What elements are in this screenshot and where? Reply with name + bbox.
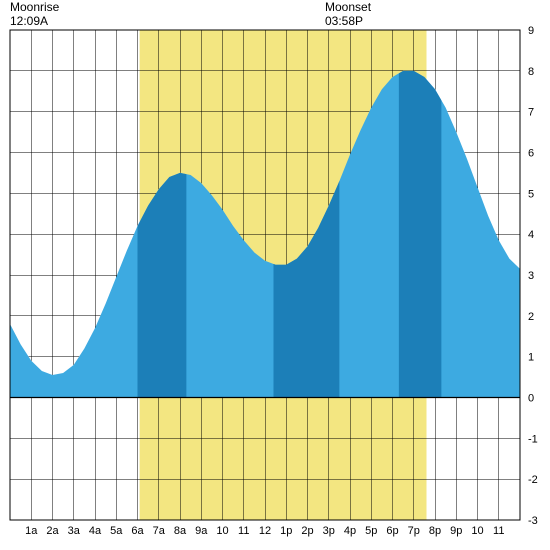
- svg-text:9a: 9a: [195, 525, 208, 537]
- svg-text:10: 10: [471, 525, 483, 537]
- moonrise-time: 12:09A: [10, 14, 59, 28]
- svg-text:0: 0: [528, 393, 534, 405]
- svg-text:11: 11: [238, 525, 249, 537]
- svg-text:7p: 7p: [408, 525, 420, 537]
- svg-text:7a: 7a: [153, 525, 166, 537]
- svg-text:-2: -2: [528, 474, 538, 486]
- chart-svg: -3-2-101234567891a2a3a4a5a6a7a8a9a101112…: [0, 0, 550, 550]
- svg-text:-1: -1: [528, 433, 538, 445]
- svg-text:5a: 5a: [110, 525, 123, 537]
- svg-text:2a: 2a: [46, 525, 59, 537]
- svg-text:8: 8: [528, 66, 534, 78]
- moonset-time: 03:58P: [325, 14, 371, 28]
- svg-text:4: 4: [528, 229, 534, 241]
- svg-text:10: 10: [216, 525, 228, 537]
- svg-text:1: 1: [528, 352, 534, 364]
- moonrise-label: Moonrise: [10, 0, 59, 14]
- svg-text:2p: 2p: [301, 525, 313, 537]
- svg-text:3a: 3a: [68, 525, 81, 537]
- moonset-label: Moonset: [325, 0, 371, 14]
- moonrise-block: Moonrise 12:09A: [10, 0, 59, 29]
- svg-text:6a: 6a: [131, 525, 144, 537]
- tide-chart: Moonrise 12:09A Moonset 03:58P -3-2-1012…: [0, 0, 550, 550]
- svg-text:3p: 3p: [323, 525, 335, 537]
- svg-text:5: 5: [528, 188, 534, 200]
- svg-text:4p: 4p: [344, 525, 356, 537]
- svg-text:5p: 5p: [365, 525, 377, 537]
- svg-text:9p: 9p: [450, 525, 462, 537]
- svg-text:6: 6: [528, 148, 534, 160]
- svg-text:8a: 8a: [174, 525, 187, 537]
- svg-text:1p: 1p: [280, 525, 292, 537]
- svg-text:7: 7: [528, 107, 534, 119]
- svg-text:6p: 6p: [386, 525, 398, 537]
- svg-text:3: 3: [528, 270, 534, 282]
- svg-text:4a: 4a: [89, 525, 102, 537]
- svg-text:1a: 1a: [25, 525, 38, 537]
- svg-text:12: 12: [259, 525, 271, 537]
- svg-text:2: 2: [528, 311, 534, 323]
- svg-text:-3: -3: [528, 515, 538, 527]
- svg-text:11: 11: [493, 525, 504, 537]
- svg-text:9: 9: [528, 25, 534, 37]
- moonset-block: Moonset 03:58P: [325, 0, 371, 29]
- svg-text:8p: 8p: [429, 525, 441, 537]
